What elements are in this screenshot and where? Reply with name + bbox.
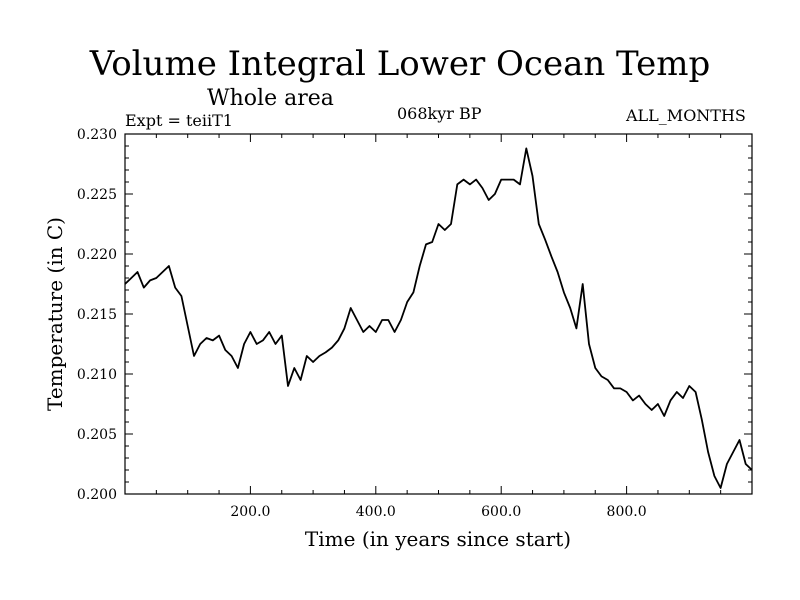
y-tick-label: 0.210 <box>77 367 117 383</box>
y-tick-label: 0.225 <box>77 187 117 203</box>
y-tick-label: 0.200 <box>77 487 117 503</box>
y-tick-label: 0.205 <box>77 427 117 443</box>
x-axis-ticks: 200.0 400.0 600.0 800.0 <box>155 134 722 520</box>
x-tick-label: 200.0 <box>230 504 270 520</box>
x-tick-label: 800.0 <box>607 504 647 520</box>
y-tick-label: 0.230 <box>77 127 117 143</box>
months-label: ALL_MONTHS <box>626 106 746 125</box>
experiment-label: Expt = teiiT1 <box>125 111 233 130</box>
y-axis-ticks: 0.200 0.205 0.210 0.215 0.220 0.225 0.230 <box>77 127 752 503</box>
series-layer <box>124 147 753 489</box>
period-label: 068kyr BP <box>397 104 482 123</box>
x-axis-label: Time (in years since start) <box>305 527 571 551</box>
y-axis-label: Temperature (in C) <box>43 217 67 411</box>
x-tick-label: 400.0 <box>356 504 396 520</box>
x-tick-label: 600.0 <box>481 504 521 520</box>
chart-title: Volume Integral Lower Ocean Temp <box>89 44 711 84</box>
y-tick-label: 0.215 <box>77 307 117 323</box>
series-line <box>124 147 753 489</box>
y-tick-label: 0.220 <box>77 247 117 263</box>
plot-frame <box>124 133 753 495</box>
chart-subtitle: Whole area <box>207 86 334 111</box>
